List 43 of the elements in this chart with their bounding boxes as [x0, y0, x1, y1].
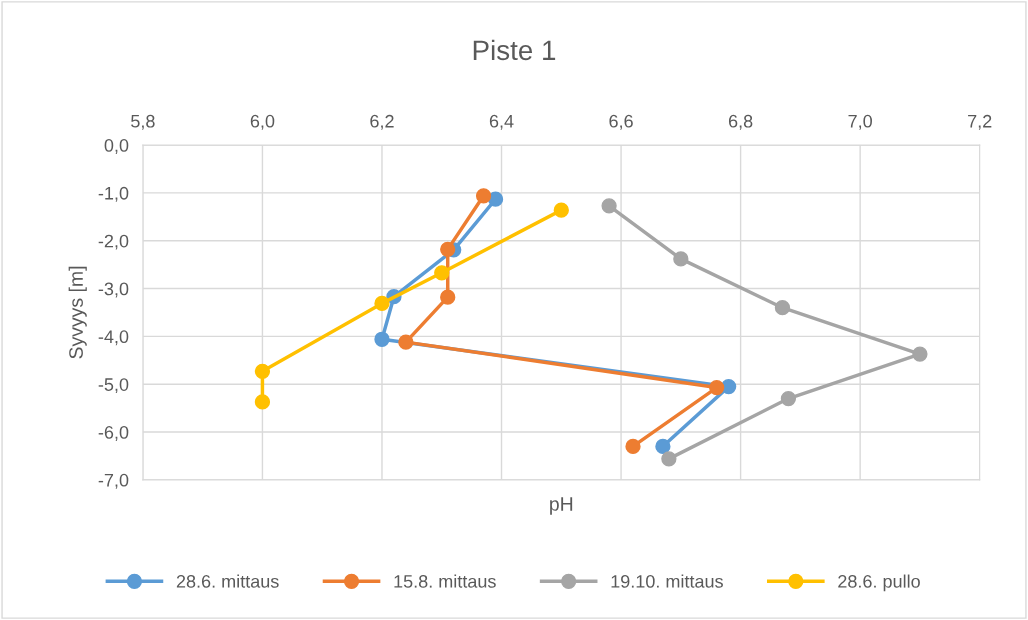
- y-tick-label: -4,0: [98, 330, 129, 346]
- point: [601, 198, 617, 214]
- chart-title: Piste 1: [473, 39, 556, 61]
- legend-label: 15.8. mittaus: [394, 574, 496, 588]
- y-tick-label: -5,0: [98, 378, 129, 394]
- point: [398, 334, 414, 350]
- x-tick-label: 6,8: [728, 114, 753, 130]
- point: [625, 438, 641, 455]
- point: [655, 438, 671, 455]
- legend-label: 28.6. pullo: [838, 574, 920, 592]
- point: [440, 241, 456, 257]
- point: [774, 300, 791, 316]
- y-axis-title: Syvyys [m]: [68, 266, 87, 359]
- legend-label: 19.10. mittaus: [611, 574, 723, 588]
- x-tick-label: 7,2: [968, 114, 992, 130]
- x-tick-label: 7,0: [848, 114, 872, 130]
- point: [254, 394, 271, 410]
- x-tick-label: 6,0: [250, 114, 275, 130]
- point: [661, 451, 677, 467]
- y-tick-label: -3,0: [98, 282, 129, 298]
- y-tick-label: 0,0: [104, 139, 129, 154]
- point: [912, 346, 928, 362]
- x-tick-label: 5,8: [131, 114, 155, 130]
- legend-label: 28.6. mittaus: [176, 574, 279, 588]
- point: [440, 289, 456, 305]
- point: [673, 251, 689, 267]
- x-tick-label: 6,4: [489, 114, 514, 130]
- point: [374, 295, 390, 312]
- y-tick-label: -2,0: [98, 234, 129, 250]
- point: [553, 202, 569, 218]
- point: [434, 265, 450, 281]
- point: [254, 363, 271, 379]
- y-tick-label: -1,0: [98, 186, 129, 202]
- point: [780, 390, 797, 407]
- y-tick-label: -7,0: [98, 473, 129, 489]
- point: [475, 188, 492, 204]
- point: [487, 191, 504, 207]
- x-axis-title: pH: [550, 497, 573, 515]
- point: [709, 379, 725, 396]
- point: [374, 331, 390, 347]
- y-tick-label: -6,0: [98, 425, 129, 441]
- x-tick-label: 6,2: [370, 114, 394, 130]
- x-tick-label: 6,6: [609, 114, 633, 130]
